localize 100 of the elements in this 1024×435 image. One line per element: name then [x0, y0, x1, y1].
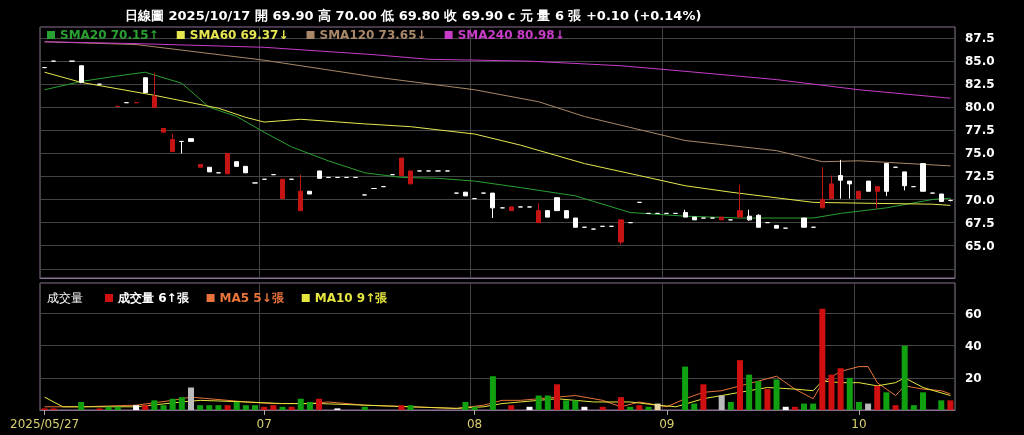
bar — [279, 406, 286, 410]
candlestick — [143, 77, 148, 94]
line-series — [44, 377, 951, 409]
candlestick — [207, 166, 212, 173]
bar — [316, 398, 323, 410]
candlestick — [554, 197, 560, 212]
bar — [691, 403, 698, 410]
bar — [233, 401, 240, 410]
bar — [755, 381, 762, 410]
bar — [178, 397, 185, 410]
candlestick — [280, 178, 285, 200]
x-tick-label: 08 — [466, 417, 483, 431]
bar — [645, 406, 652, 410]
candlestick — [399, 157, 404, 177]
candlestick — [737, 184, 743, 218]
bar — [224, 405, 231, 410]
candlestick — [170, 133, 175, 153]
bar — [544, 395, 551, 410]
bar — [142, 405, 149, 410]
bar — [407, 405, 414, 410]
candlestick — [408, 170, 413, 185]
y-tick-label: 75.0 — [965, 146, 995, 161]
bar — [197, 405, 204, 410]
candlestick — [234, 161, 239, 167]
candlestick — [152, 72, 157, 108]
bar — [782, 406, 789, 410]
candlestick — [536, 202, 541, 224]
candlestick — [838, 159, 843, 200]
bar — [819, 308, 826, 410]
bar — [865, 403, 872, 410]
x-tick-label: 10 — [851, 417, 867, 431]
candlestick — [307, 190, 312, 195]
y-tick-label: 20 — [965, 370, 982, 385]
bar — [306, 401, 313, 410]
candlestick — [618, 219, 624, 246]
bar — [636, 405, 643, 410]
bar — [398, 405, 405, 410]
y-tick-label: 40 — [965, 338, 982, 353]
bar — [78, 401, 85, 410]
bar — [718, 395, 725, 410]
candlestick — [317, 170, 322, 179]
bar — [215, 405, 222, 410]
bar — [901, 345, 908, 410]
bar — [919, 392, 926, 410]
y-tick-label: 70.0 — [965, 192, 995, 207]
candlestick — [820, 166, 825, 209]
candlestick — [188, 138, 194, 142]
legend-label: 成交量 6↑張 — [117, 291, 190, 305]
candlestick — [298, 174, 303, 212]
candlestick — [564, 210, 569, 219]
bar — [654, 403, 661, 410]
bar — [297, 398, 304, 410]
line-series — [44, 41, 951, 99]
bar — [855, 401, 862, 410]
bar — [151, 400, 158, 410]
legend-label: SMA120 73.65↓ — [319, 28, 427, 42]
y-tick-label: 87.5 — [965, 31, 995, 46]
candlestick — [463, 191, 468, 197]
bar — [791, 406, 798, 410]
bar — [261, 406, 268, 410]
bar — [883, 392, 890, 410]
bar — [892, 405, 899, 410]
y-tick-label: 80.0 — [965, 100, 995, 115]
bar — [764, 389, 771, 410]
legend-label: SMA20 70.15↑ — [60, 28, 159, 42]
candlestick — [756, 213, 761, 228]
bar — [874, 385, 881, 410]
y-tick-label: 60 — [965, 306, 982, 321]
candlestick — [692, 216, 697, 221]
bar — [736, 360, 743, 410]
legend-label: SMA240 80.98↓ — [457, 28, 565, 42]
bar — [114, 406, 121, 410]
candlestick — [179, 140, 184, 154]
bar — [553, 384, 560, 410]
bar — [846, 377, 853, 410]
bar — [947, 400, 954, 410]
x-tick-label: 07 — [256, 417, 272, 431]
bar — [810, 403, 817, 410]
candlestick — [856, 190, 861, 200]
x-tick-label: 09 — [659, 417, 675, 431]
x-tick-label: 2025/05/27 — [9, 417, 80, 431]
bar — [727, 401, 734, 410]
legend-label: SMA60 69.37↓ — [189, 28, 289, 42]
bar — [169, 398, 176, 410]
bar — [618, 397, 625, 410]
y-tick-label: 85.0 — [965, 54, 995, 69]
bar — [535, 395, 542, 410]
bar — [828, 374, 835, 410]
candlestick — [243, 165, 248, 174]
legend-label: MA10 9↑張 — [314, 291, 389, 305]
bar — [682, 366, 689, 410]
candlestick — [545, 210, 550, 218]
candlestick — [573, 217, 578, 228]
bar — [563, 400, 570, 410]
bar — [160, 405, 167, 410]
candlestick — [161, 128, 166, 133]
text: 成交量 — [47, 291, 83, 305]
bar — [700, 384, 707, 410]
candlestick — [866, 180, 871, 192]
bar — [471, 406, 478, 410]
